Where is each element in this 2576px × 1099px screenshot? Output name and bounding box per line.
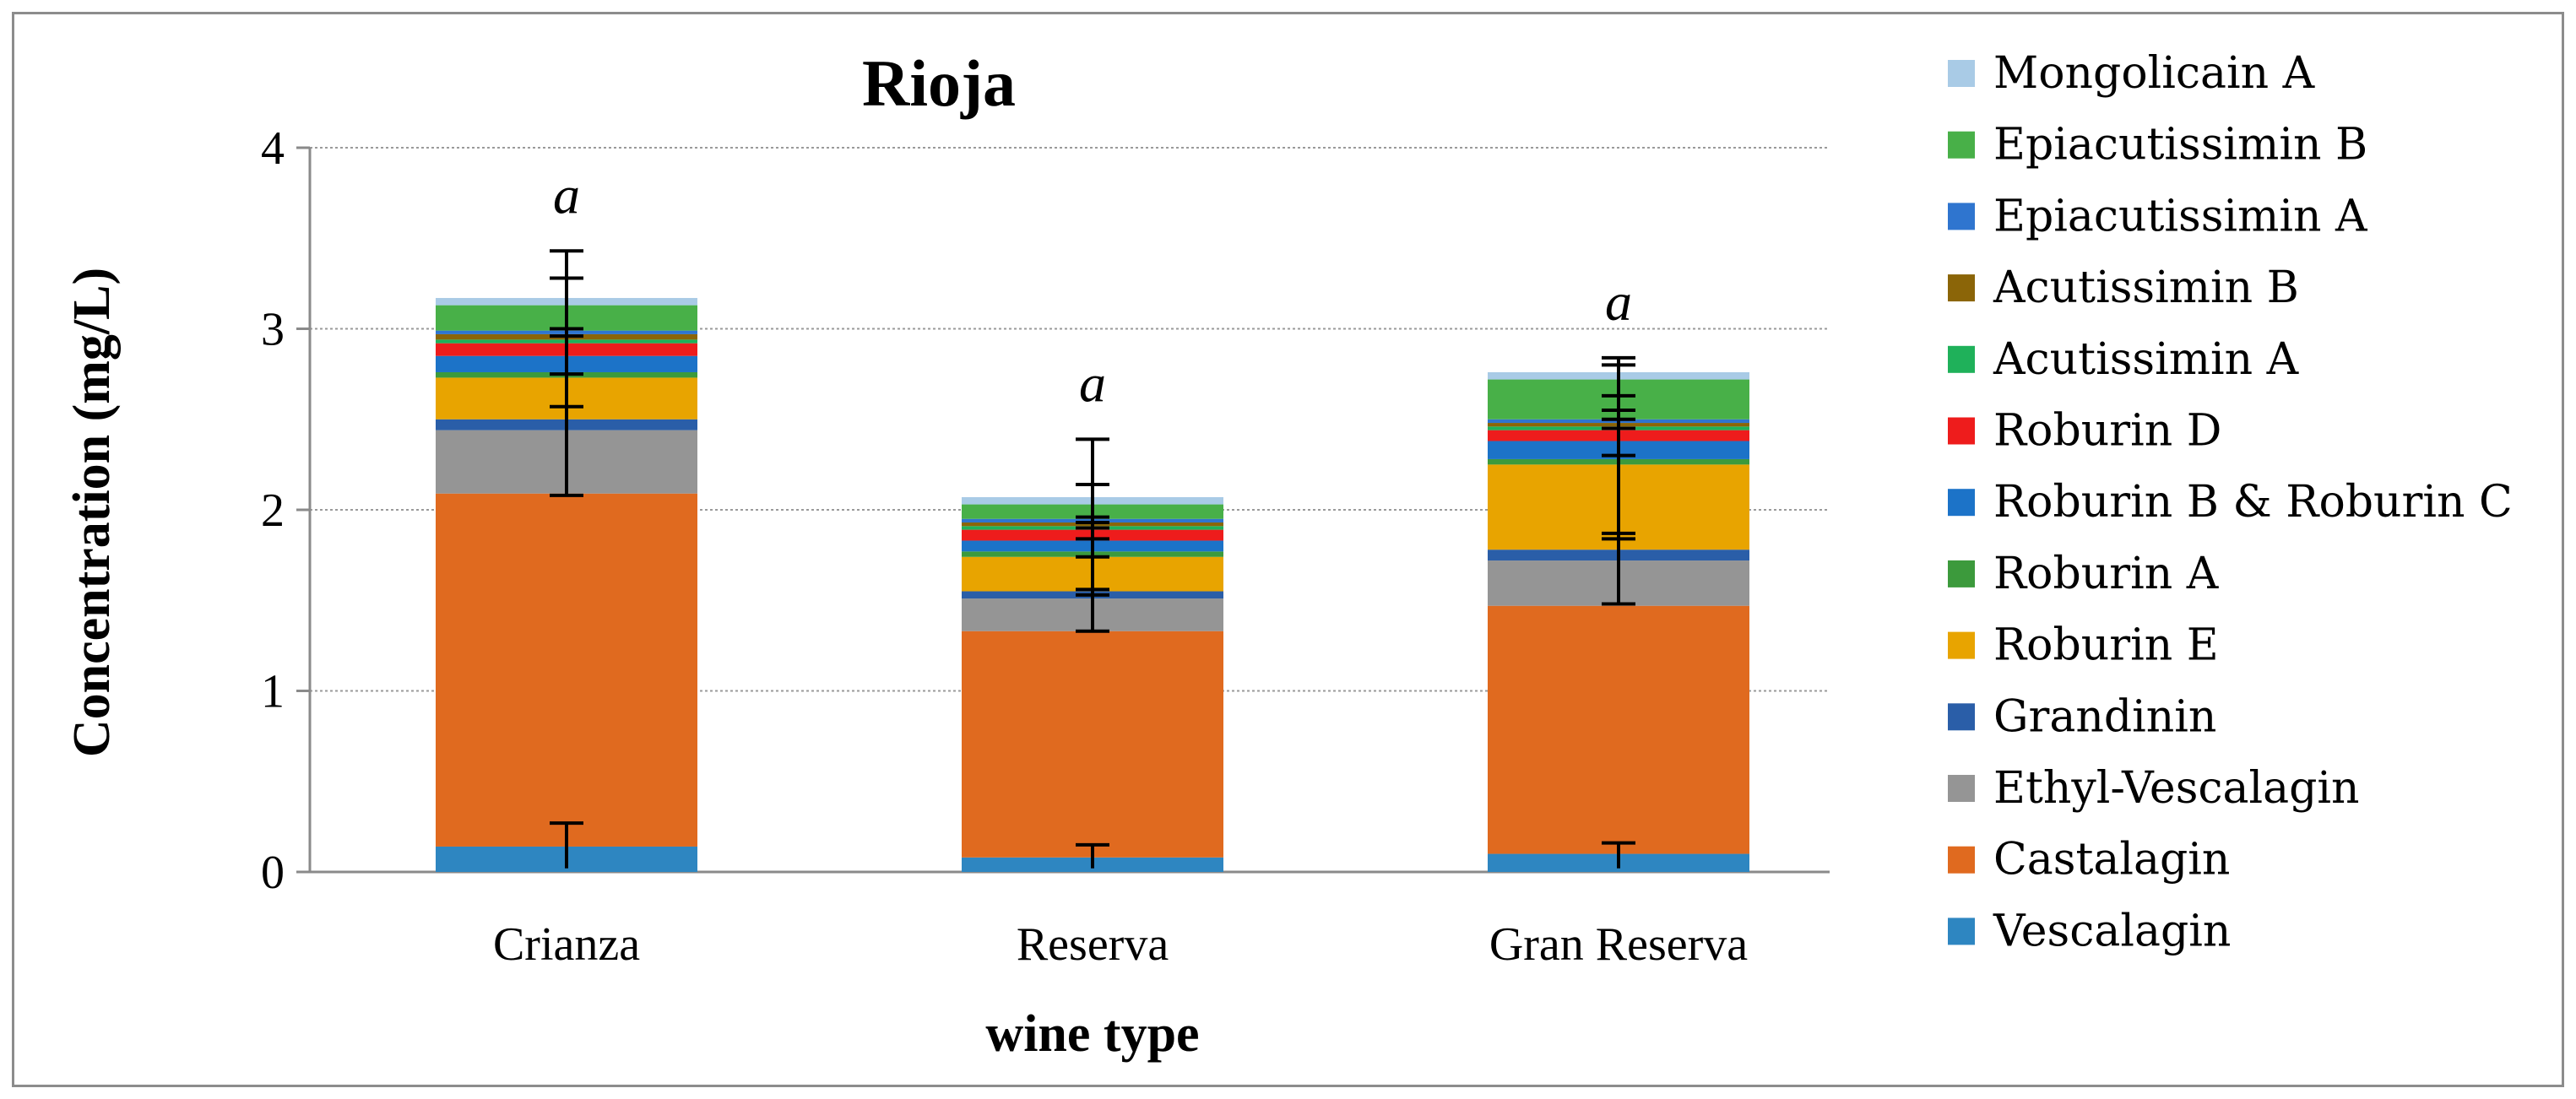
legend-label: Mongolicain A xyxy=(1993,48,2316,99)
legend-swatch xyxy=(1948,489,1975,517)
legend-label: Vescalagin xyxy=(1993,906,2231,956)
significance-labels: a a a xyxy=(553,165,1632,413)
legend-swatch xyxy=(1948,131,1975,159)
legend-swatch xyxy=(1948,631,1975,659)
x-category-label: Gran Reserva xyxy=(1489,918,1748,971)
y-tick-label: 3 xyxy=(261,304,285,356)
bar-segment-castalagin xyxy=(1488,605,1749,854)
legend: Mongolicain A Epiacutissimin B Epiacutissi… xyxy=(1948,48,2513,956)
legend-label: Roburin E xyxy=(1993,620,2219,671)
legend-label: Acutissimin A xyxy=(1993,334,2300,385)
significance-label: a xyxy=(1079,353,1106,413)
legend-label: Castalagin xyxy=(1993,835,2230,885)
legend-swatch xyxy=(1948,417,1975,445)
legend-swatch xyxy=(1948,775,1975,802)
legend-label: Roburin B & Roburin C xyxy=(1993,477,2513,528)
x-axis-label: wine type xyxy=(985,1005,1199,1063)
stacked-bar-chart: Rioja Concentration (mg/L) wine type 0 1 2… xyxy=(63,46,2513,1063)
y-tick-label: 1 xyxy=(261,666,285,718)
legend-swatch xyxy=(1948,274,1975,302)
bar-segment-castalagin xyxy=(436,493,697,847)
legend-swatch xyxy=(1948,345,1975,373)
legend-swatch xyxy=(1948,703,1975,731)
legend-label: Roburin D xyxy=(1993,406,2221,457)
chart-title: Rioja xyxy=(862,46,1016,120)
legend-swatch xyxy=(1948,918,1975,945)
significance-label: a xyxy=(1605,272,1632,332)
legend-swatch xyxy=(1948,560,1975,587)
y-tick-label: 0 xyxy=(261,847,285,899)
legend-swatch xyxy=(1948,846,1975,874)
x-category-label: Crianza xyxy=(493,918,640,971)
legend-label: Epiacutissimin B xyxy=(1993,120,2367,171)
bar-segment-castalagin xyxy=(962,631,1223,858)
y-tick-label: 4 xyxy=(261,122,285,175)
legend-label: Roburin A xyxy=(1993,549,2220,599)
x-category-labels: Crianza Reserva Gran Reserva xyxy=(493,918,1748,971)
y-axis-label: Concentration (mg/L) xyxy=(63,268,121,757)
significance-label: a xyxy=(553,165,580,225)
legend-swatch xyxy=(1948,203,1975,230)
legend-swatch xyxy=(1948,60,1975,87)
y-tick-labels: 0 1 2 3 4 xyxy=(261,122,285,899)
chart-frame: Rioja Concentration (mg/L) wine type 0 1 2… xyxy=(12,12,2564,1087)
legend-label: Acutissimin B xyxy=(1993,263,2299,313)
legend-label: Ethyl-Vescalagin xyxy=(1993,763,2360,814)
error-bars xyxy=(550,249,1635,869)
x-category-label: Reserva xyxy=(1017,918,1169,971)
y-tick-label: 2 xyxy=(261,485,285,537)
legend-label: Epiacutissimin A xyxy=(1993,191,2368,241)
legend-label: Grandinin xyxy=(1993,691,2216,742)
